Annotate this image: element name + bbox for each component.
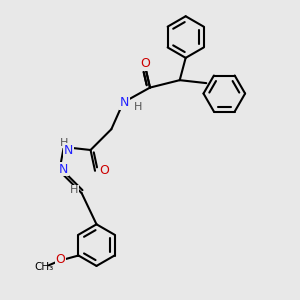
Text: O: O [56, 253, 66, 266]
Text: O: O [141, 57, 151, 70]
Text: CH₃: CH₃ [34, 262, 53, 272]
Text: N: N [64, 144, 73, 157]
Text: N: N [120, 96, 129, 109]
Text: H: H [60, 138, 68, 148]
Text: O: O [99, 164, 109, 177]
Text: N: N [59, 163, 68, 176]
Text: H: H [70, 185, 78, 195]
Text: H: H [134, 102, 142, 112]
